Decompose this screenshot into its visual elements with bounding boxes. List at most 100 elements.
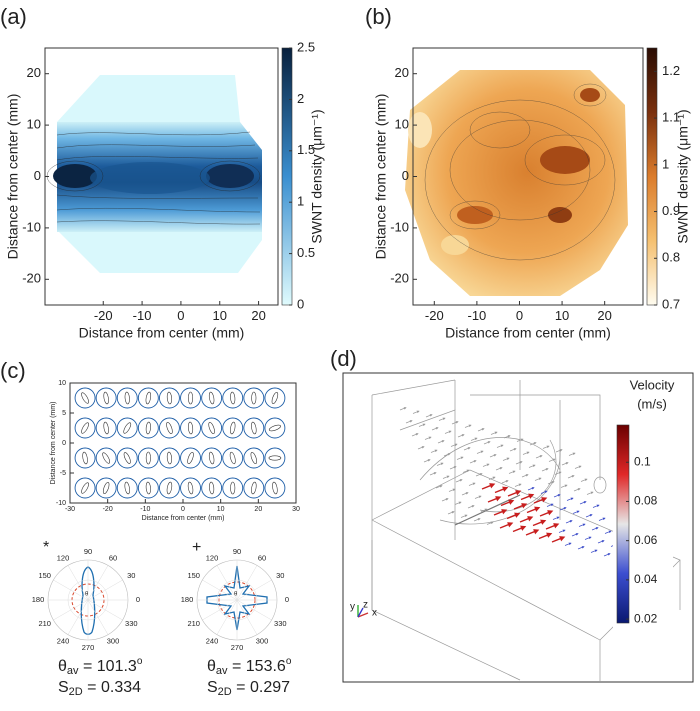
velocity-arrow — [509, 448, 517, 452]
panel-label: (c) — [0, 358, 26, 383]
orientation-needle — [251, 481, 257, 495]
polar-tick-label: 150 — [38, 571, 51, 580]
orientation-needle — [208, 422, 215, 434]
velocity-arrow — [496, 444, 504, 448]
colorbar-tick-label: 2.5 — [297, 39, 315, 54]
velocity-arrow — [573, 488, 581, 492]
colorbar-unit: (m/s) — [637, 396, 667, 411]
orientation-circle — [180, 447, 201, 469]
orientation-needle — [103, 391, 109, 405]
velocity-arrow — [540, 490, 548, 494]
orientation-needle — [123, 422, 132, 434]
orientation-needle — [102, 452, 111, 464]
orientation-needle — [166, 451, 172, 465]
y-tick-label: -20 — [390, 271, 409, 286]
velocity-arrow — [500, 499, 515, 507]
polar-tick-label: 90 — [233, 547, 241, 556]
orientation-needle — [187, 481, 194, 495]
velocity-arrow — [514, 483, 522, 487]
statistic-equals: = — [79, 658, 97, 675]
velocity-arrow — [551, 536, 566, 543]
polar-marker: + — [192, 539, 201, 556]
colorbar-tick-label: 0.9 — [662, 203, 680, 218]
polar-spoke — [236, 599, 272, 621]
axis-triad — [357, 605, 369, 618]
x-tick-label: 0 — [177, 308, 184, 323]
statistic-value: 101.3 — [97, 658, 137, 675]
colorbar — [616, 424, 630, 624]
y-axis-label: Distance from center (mm) — [50, 402, 57, 485]
orientation-needle — [166, 391, 172, 405]
orientation-needle — [230, 481, 236, 495]
velocity-arrow — [554, 471, 562, 475]
statistic: θav = 153.6o — [207, 656, 292, 677]
orientation-circle — [222, 417, 244, 439]
polar-tick-label: 30 — [276, 571, 284, 580]
velocity-arrow — [566, 497, 574, 501]
statistic-symbol: S — [58, 679, 69, 696]
polar-tick-label: 60 — [258, 553, 266, 562]
velocity-arrow — [522, 451, 530, 455]
orientation-circle — [180, 477, 201, 499]
velocity-arrow — [506, 512, 521, 520]
velocity-arrow — [456, 456, 464, 460]
velocity-arrow — [516, 438, 524, 442]
polar-spoke — [53, 599, 89, 621]
polar-spoke — [87, 565, 109, 601]
y-tick-label: 20 — [27, 65, 41, 80]
velocity-arrow — [502, 457, 510, 461]
velocity-arrow — [412, 410, 420, 414]
orientation-needle — [230, 391, 236, 405]
velocity-arrow — [442, 475, 450, 479]
orientation-needle — [81, 422, 89, 434]
orientation-needle — [208, 451, 215, 465]
axis-triad-label: y — [350, 602, 355, 613]
orientation-needle — [209, 481, 215, 495]
velocity-arrow — [604, 530, 612, 534]
x-tick-label: 0 — [181, 506, 185, 513]
orientation-needle — [271, 392, 279, 404]
velocity-arrow — [578, 523, 586, 527]
orientation-circle — [74, 387, 96, 409]
y-tick-label: 10 — [395, 117, 409, 132]
velocity-arrow — [486, 521, 494, 525]
x-axis-label: Distance from center (mm) — [142, 515, 225, 522]
statistic-subscript: av — [216, 665, 228, 677]
velocity-arrow — [526, 506, 541, 514]
velocity-arrow — [399, 407, 407, 411]
orientation-needle — [82, 451, 88, 465]
velocity-arrow — [430, 449, 438, 453]
velocity-arrow — [467, 505, 475, 509]
velocity-arrow — [565, 520, 573, 524]
polar-tick-label: 180 — [32, 595, 45, 604]
polar-tick-label: 270 — [82, 643, 95, 652]
velocity-arrow — [437, 440, 445, 444]
y-tick-label: -10 — [22, 219, 41, 234]
velocity-arrow — [473, 518, 481, 522]
polar-spoke — [202, 579, 238, 601]
x-tick-label: 30 — [292, 506, 300, 513]
statistic-equals: = — [228, 658, 246, 675]
orientation-needle — [251, 421, 257, 435]
statistic-symbol: θ — [207, 658, 216, 675]
velocity-arrow — [411, 433, 419, 437]
velocity-arrow — [460, 514, 468, 518]
velocity-arrow — [528, 464, 536, 468]
orientation-needle — [230, 421, 236, 435]
colorbar-title: Velocity — [630, 377, 675, 392]
velocity-arrow — [539, 510, 554, 517]
polar-center-label: θ — [85, 592, 89, 598]
velocity-arrow — [438, 417, 446, 421]
polar-spoke — [202, 599, 238, 621]
velocity-arrow — [559, 507, 567, 511]
orientation-circle — [243, 447, 265, 469]
velocity-arrow — [558, 529, 566, 533]
orientation-needle — [81, 392, 89, 404]
colorbar — [281, 47, 293, 306]
panel-label: (a) — [0, 4, 27, 29]
velocity-arrow — [547, 481, 555, 485]
orientation-needle — [187, 421, 194, 435]
velocity-arrow — [585, 514, 593, 518]
velocity-arrow — [483, 441, 491, 445]
velocity-arrow — [525, 529, 540, 536]
